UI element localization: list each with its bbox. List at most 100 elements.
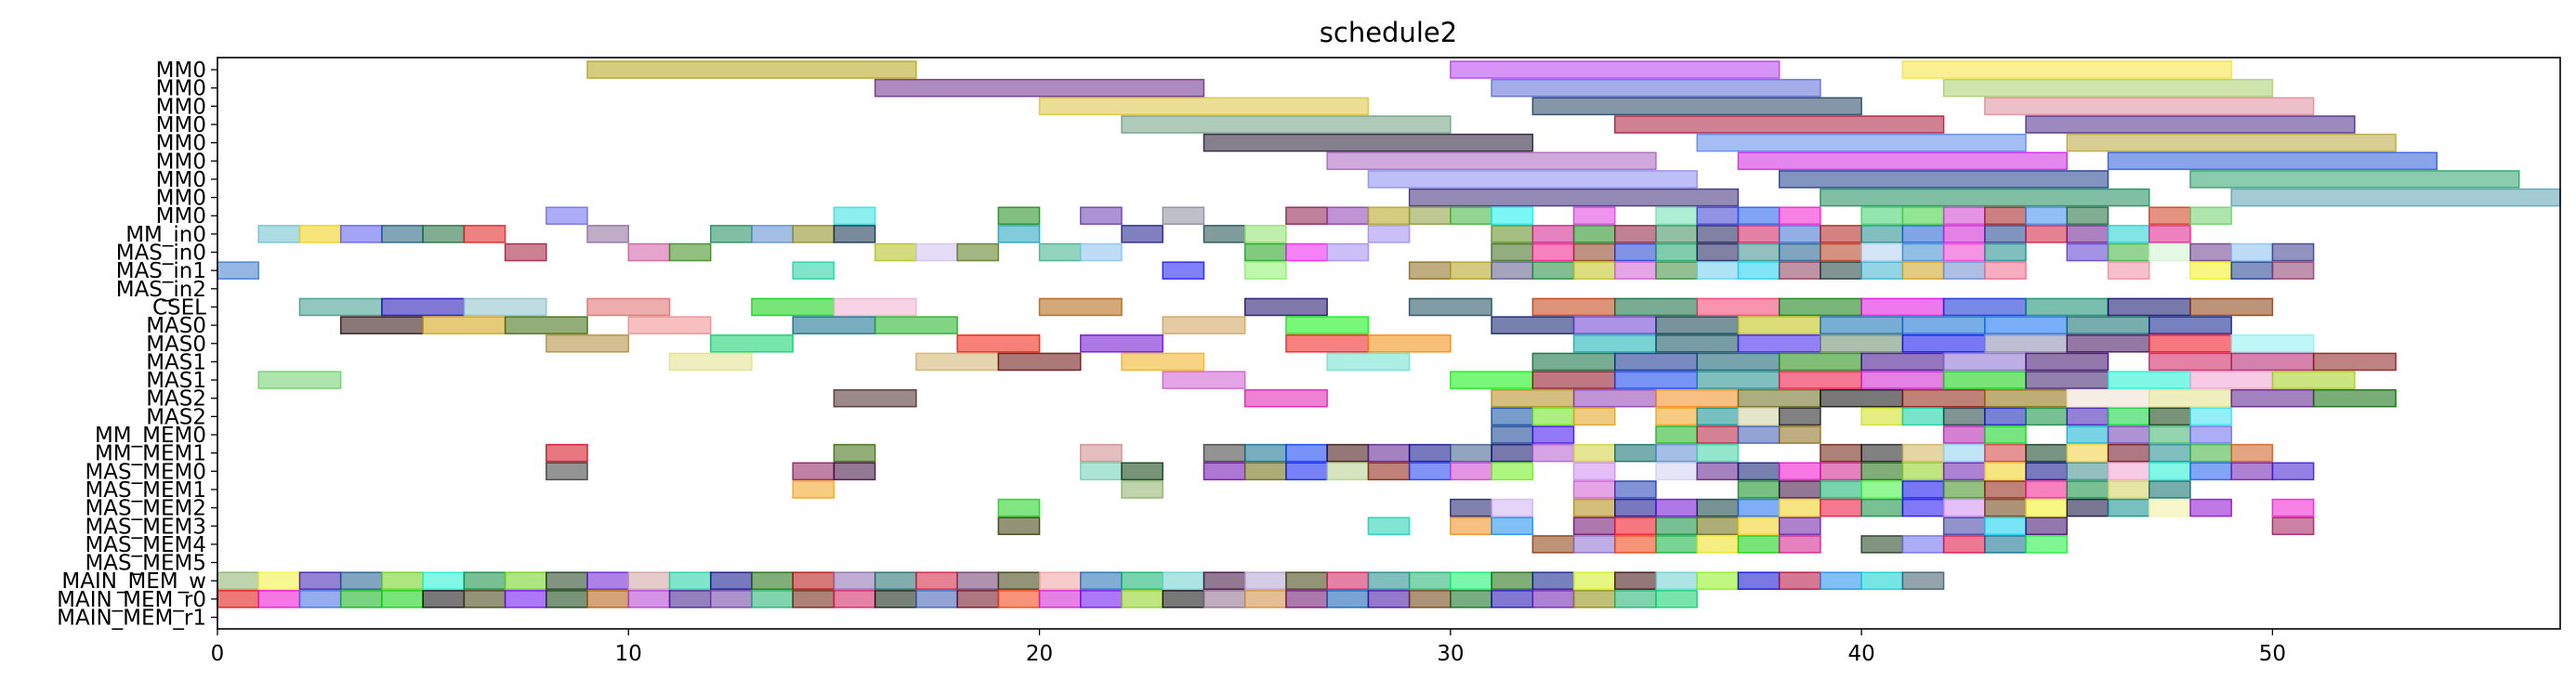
- task-bar: [1614, 571, 1657, 590]
- task-bar: [1326, 151, 1657, 171]
- task-bar: [1820, 261, 1862, 280]
- task-bar: [1984, 535, 2027, 554]
- y-tick-label: MAIN_MEM_r0: [57, 588, 206, 612]
- y-tick-label: MAS0: [146, 333, 206, 357]
- task-bar: [1491, 206, 1534, 226]
- task-bar: [257, 571, 301, 590]
- task-bar: [1614, 242, 1657, 262]
- x-tick-label: 30: [1437, 642, 1464, 666]
- task-bar: [1778, 516, 1821, 536]
- task-bar: [751, 225, 794, 243]
- task-bar: [1860, 407, 1904, 426]
- task-bar: [1820, 188, 2150, 207]
- task-bar: [1203, 443, 1246, 463]
- task-bar: [1491, 242, 1534, 262]
- task-bar: [1984, 333, 2069, 353]
- task-bar: [1572, 590, 1616, 608]
- task-bar: [2107, 297, 2191, 317]
- task-bar: [1820, 443, 1862, 463]
- task-bar: [1655, 462, 1698, 481]
- task-bar: [833, 462, 876, 481]
- task-bar: [1860, 242, 1904, 262]
- task-bar: [2107, 407, 2150, 426]
- task-bar: [2148, 316, 2232, 334]
- task-bar: [2025, 498, 2069, 517]
- task-bar: [1655, 261, 1698, 280]
- task-bar: [1162, 206, 1205, 226]
- task-bar: [1203, 590, 1246, 608]
- task-bar: [1696, 516, 1740, 536]
- task-bar: [2066, 407, 2109, 426]
- task-bar: [1942, 261, 1986, 280]
- task-bar: [586, 571, 630, 590]
- task-bar: [1326, 352, 1411, 372]
- task-bar: [1901, 206, 1945, 226]
- task-bar: [2148, 425, 2191, 444]
- task-bar: [1121, 462, 1164, 481]
- task-bar: [1408, 297, 1492, 317]
- task-bar: [2148, 352, 2232, 372]
- task-bar: [2025, 206, 2069, 226]
- task-bar: [1450, 443, 1492, 463]
- task-bar: [1367, 571, 1411, 590]
- task-bar: [1203, 462, 1246, 481]
- task-bar: [1860, 480, 1904, 499]
- task-bar: [668, 352, 753, 372]
- task-bar: [2230, 352, 2315, 372]
- task-bar: [586, 590, 630, 608]
- task-bar: [1820, 316, 1904, 334]
- task-bar: [1696, 242, 1740, 262]
- task-bar: [1778, 498, 1821, 517]
- task-bar: [874, 316, 958, 334]
- task-bar: [1984, 261, 2027, 280]
- task-bar: [1655, 225, 1698, 243]
- task-bar: [2189, 297, 2274, 317]
- y-tick-label: MAS2: [146, 387, 206, 412]
- task-bar: [792, 462, 835, 481]
- task-bar: [1820, 462, 1862, 481]
- task-bar: [792, 261, 835, 280]
- task-bar: [339, 316, 424, 334]
- task-bar: [1737, 480, 1781, 499]
- task-bar: [1285, 462, 1328, 481]
- y-tick-label: MAS0: [146, 314, 206, 338]
- task-bar: [1491, 407, 1534, 426]
- task-bar: [1450, 371, 1534, 389]
- y-tick-label: MAIN_MEM_w: [61, 569, 206, 594]
- task-bar: [1285, 242, 1328, 262]
- x-tick-label: 50: [2259, 642, 2286, 666]
- task-bar: [1614, 443, 1657, 463]
- y-tick-label: MM0: [156, 150, 206, 174]
- task-bar: [1614, 225, 1657, 243]
- x-tick-label: 40: [1847, 642, 1874, 666]
- task-bar: [381, 225, 424, 243]
- task-bar: [1450, 462, 1492, 481]
- task-bar: [2271, 371, 2356, 389]
- y-axis-labels: MM0MM0MM0MM0MM0MM0MM0MM0MM0MM_in0MAS_in0…: [57, 59, 217, 630]
- task-bar: [1984, 480, 2027, 499]
- task-bar: [1326, 571, 1370, 590]
- task-bar: [1285, 316, 1370, 334]
- task-bar: [874, 571, 917, 590]
- task-bar: [2066, 333, 2150, 353]
- task-bar: [956, 242, 1000, 262]
- task-bar: [1820, 225, 1862, 243]
- task-bar: [2107, 225, 2150, 243]
- task-bar: [874, 590, 917, 608]
- task-bar: [833, 225, 876, 243]
- task-bar: [257, 225, 301, 243]
- task-bar: [1572, 242, 1616, 262]
- task-bar: [1080, 443, 1123, 463]
- task-bar: [2066, 242, 2109, 262]
- task-bar: [2189, 206, 2232, 226]
- task-bar: [1531, 371, 1616, 389]
- task-bar: [504, 316, 588, 334]
- task-bar: [298, 590, 342, 608]
- task-bar: [1984, 225, 2027, 243]
- task-bar: [2230, 388, 2315, 408]
- task-bar: [874, 78, 1205, 98]
- task-bar: [1737, 516, 1781, 536]
- task-bar: [1820, 388, 1904, 408]
- task-bar: [422, 316, 506, 334]
- task-bar: [2312, 388, 2397, 408]
